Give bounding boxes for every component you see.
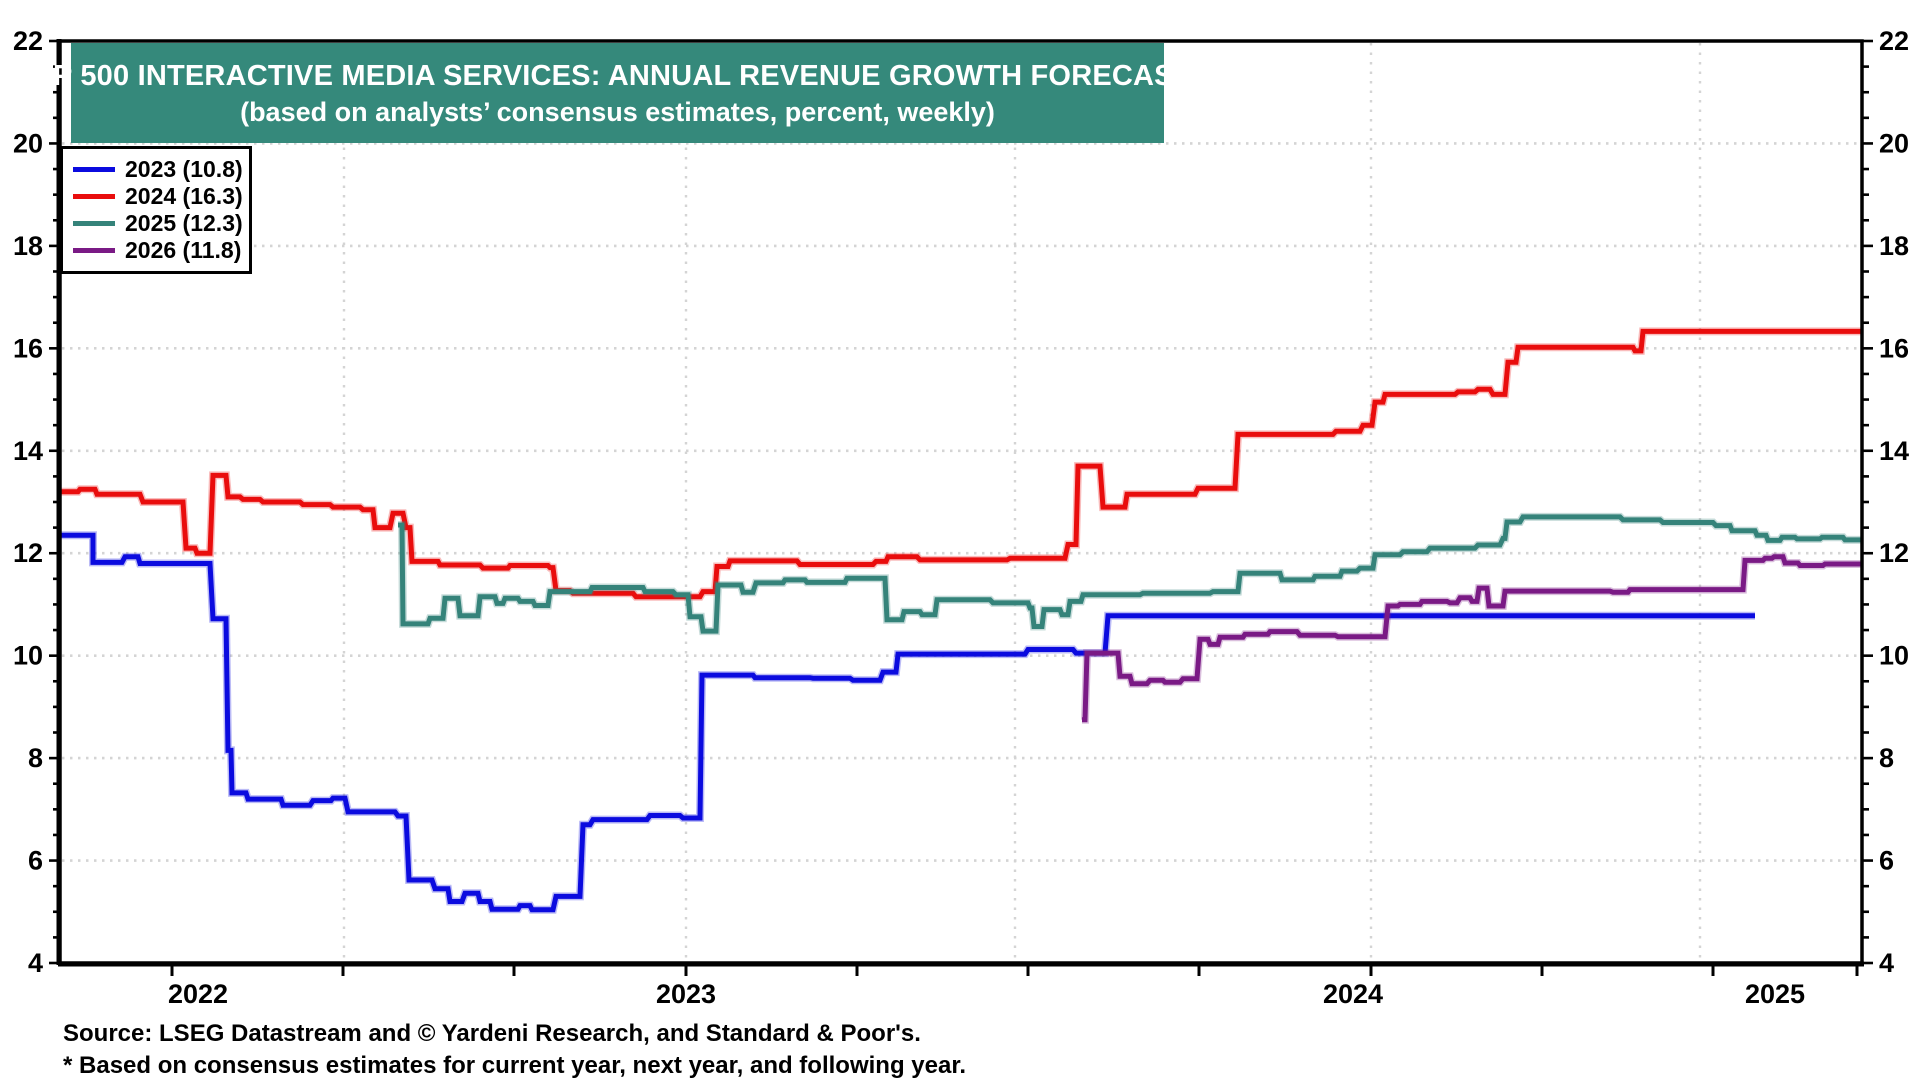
chart-footer: Source: LSEG Datastream and © Yardeni Re… <box>63 1018 966 1080</box>
legend-swatch-2026 <box>73 248 115 253</box>
legend-swatch-2024 <box>73 194 115 199</box>
legend-item-2026: 2026 (11.8) <box>73 237 241 264</box>
chart-legend: 2023 (10.8) 2024 (16.3) 2025 (12.3) 2026 (1… <box>60 146 252 274</box>
legend-label-2026: 2026 (11.8) <box>125 237 242 263</box>
y-axis-label-right: 4 <box>1879 948 1894 978</box>
y-axis-label-left: 4 <box>28 948 43 978</box>
series-line-2025 <box>398 514 1862 634</box>
y-axis-label-left: 14 <box>13 436 43 466</box>
y-axis-label-left: 18 <box>13 231 43 261</box>
y-axis-label-right: 18 <box>1879 231 1909 261</box>
series-line-2024 <box>60 328 1862 600</box>
series-halo-2024 <box>60 327 1862 601</box>
legend-swatch-2025 <box>73 221 115 226</box>
series-line-2023 <box>60 532 1755 913</box>
chart-subtitle: (based on analysts’ consensus estimates,… <box>240 97 995 128</box>
legend-label-2024: 2024 (16.3) <box>125 183 243 209</box>
chart-title-banner: S&P 500 INTERACTIVE MEDIA SERVICES: ANNU… <box>12 43 1222 143</box>
y-axis-label-left: 6 <box>28 846 43 876</box>
series-halo-2023 <box>60 531 1755 914</box>
y-axis-label-right: 6 <box>1879 846 1894 876</box>
y-axis-label-left: 16 <box>13 333 43 363</box>
legend-label-2025: 2025 (12.3) <box>125 210 243 236</box>
y-axis-label-right: 12 <box>1879 538 1909 568</box>
y-axis-label-left: 8 <box>28 743 43 773</box>
legend-label-2023: 2023 (10.8) <box>125 156 243 182</box>
series-line-2026 <box>1082 554 1862 723</box>
y-axis-label-right: 8 <box>1879 743 1894 773</box>
source-text: Source: LSEG Datastream and © Yardeni Re… <box>63 1020 921 1047</box>
y-axis-label-right: 20 <box>1879 128 1909 158</box>
legend-swatch-2023 <box>73 167 115 172</box>
y-axis-label-right: 22 <box>1879 26 1909 56</box>
legend-item-2024: 2024 (16.3) <box>73 183 243 210</box>
x-axis-year-label: 2025 <box>1745 979 1805 1009</box>
footnote-text: * Based on consensus estimates for curre… <box>63 1051 966 1079</box>
x-axis-year-label: 2023 <box>656 979 716 1009</box>
legend-item-2025: 2025 (12.3) <box>73 210 243 237</box>
y-axis-label-right: 14 <box>1879 436 1909 466</box>
y-axis-label-right: 16 <box>1879 333 1909 363</box>
chart-title: S&P 500 INTERACTIVE MEDIA SERVICES: ANNU… <box>12 60 1223 93</box>
legend-item-2023: 2023 (10.8) <box>73 156 243 183</box>
x-axis-year-label: 2024 <box>1323 979 1383 1009</box>
y-axis-label-left: 22 <box>13 26 43 56</box>
y-axis-label-left: 20 <box>13 128 43 158</box>
y-axis-label-left: 12 <box>13 538 43 568</box>
y-axis-label-right: 10 <box>1879 641 1909 671</box>
y-axis-label-left: 10 <box>13 641 43 671</box>
x-axis-year-label: 2022 <box>168 979 228 1009</box>
